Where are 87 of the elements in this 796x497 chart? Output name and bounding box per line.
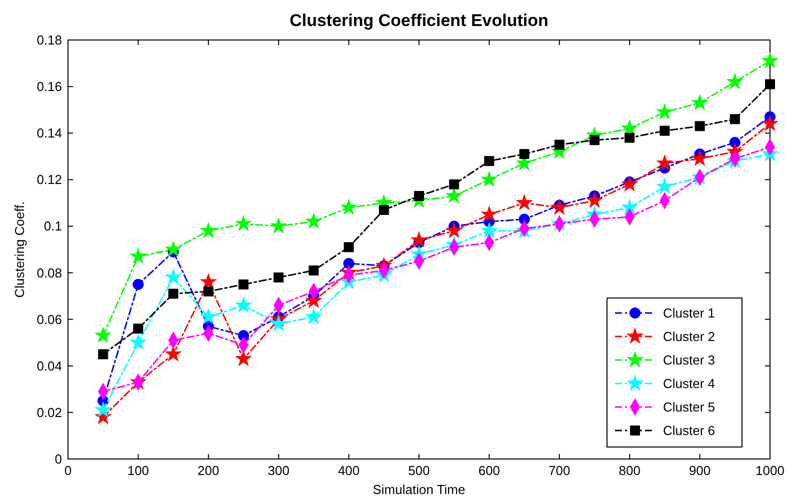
point xyxy=(200,273,217,290)
point xyxy=(449,179,460,190)
x-axis-title: Simulation Time xyxy=(372,482,466,497)
point xyxy=(235,350,252,366)
y-tick-label: 0 xyxy=(54,452,62,466)
point xyxy=(590,135,600,146)
point xyxy=(762,52,778,68)
x-tick-label: 1000 xyxy=(756,463,784,478)
x-tick-label: 600 xyxy=(478,463,500,478)
x-tick-label: 500 xyxy=(408,463,430,478)
y-tick-label: 0.18 xyxy=(36,32,62,48)
y-tick-label: 0.02 xyxy=(36,404,62,420)
y-tick-label: 0.16 xyxy=(36,79,62,94)
legend-label: Cluster 2 xyxy=(663,329,716,344)
point xyxy=(168,288,178,299)
point xyxy=(274,272,284,282)
point xyxy=(305,308,322,324)
x-tick-label: 100 xyxy=(127,463,150,478)
point xyxy=(762,115,778,131)
y-tick-label: 0.06 xyxy=(36,312,62,327)
x-tick-label: 200 xyxy=(198,463,220,478)
point xyxy=(656,178,673,194)
x-tick-label: 700 xyxy=(548,463,570,478)
point xyxy=(692,94,708,110)
point xyxy=(165,268,182,285)
legend-label: Cluster 5 xyxy=(663,400,716,414)
x-tick-label: 0 xyxy=(64,463,72,478)
point xyxy=(480,170,498,187)
point xyxy=(480,222,498,238)
point xyxy=(130,248,146,264)
point xyxy=(586,192,603,208)
point xyxy=(132,278,144,290)
y-axis-title: Clustering Coeff. xyxy=(12,201,27,298)
legend-label: Cluster 6 xyxy=(663,423,716,438)
point xyxy=(94,326,112,343)
chart-title: Clustering Coefficient Evolution xyxy=(290,11,548,30)
point xyxy=(200,222,217,238)
point xyxy=(624,132,635,143)
point xyxy=(200,308,217,324)
y-tick-label: 0.04 xyxy=(36,358,62,374)
y-tick-label: 0.14 xyxy=(36,126,62,141)
point xyxy=(98,349,108,360)
point xyxy=(340,198,358,215)
point xyxy=(726,73,744,89)
point xyxy=(692,150,708,166)
point xyxy=(308,265,319,276)
x-tick-label: 300 xyxy=(268,463,290,478)
legend-label: Cluster 3 xyxy=(663,352,716,368)
point xyxy=(305,212,322,229)
point xyxy=(656,103,673,120)
point xyxy=(551,198,568,215)
y-tick-label: 0.12 xyxy=(36,172,62,188)
point xyxy=(554,140,564,150)
point xyxy=(270,315,287,332)
point xyxy=(660,126,670,136)
point xyxy=(446,187,462,204)
point xyxy=(165,240,182,257)
point xyxy=(378,204,389,215)
point xyxy=(484,156,494,166)
legend-label: Cluster 1 xyxy=(663,306,716,320)
y-tick-label: 0.08 xyxy=(36,265,62,280)
point xyxy=(133,324,144,334)
y-tick-label: 0.1 xyxy=(44,218,62,234)
point xyxy=(446,222,462,238)
point xyxy=(516,194,533,210)
x-tick-label: 800 xyxy=(618,463,640,478)
point xyxy=(480,206,498,222)
point xyxy=(130,334,146,350)
point xyxy=(519,149,530,160)
x-tick-label: 400 xyxy=(338,463,360,478)
x-tick-label: 900 xyxy=(688,463,711,478)
point xyxy=(344,242,354,252)
point xyxy=(410,231,428,248)
point xyxy=(621,176,638,192)
point xyxy=(235,215,252,231)
point xyxy=(656,154,673,170)
legend-label: Cluster 4 xyxy=(663,376,716,391)
point xyxy=(730,114,740,124)
point xyxy=(203,286,214,296)
point xyxy=(694,121,705,132)
point xyxy=(94,401,112,418)
point xyxy=(270,218,287,234)
point xyxy=(765,79,775,90)
point xyxy=(235,296,252,312)
point xyxy=(165,346,182,362)
point xyxy=(414,190,424,201)
point xyxy=(238,279,248,290)
